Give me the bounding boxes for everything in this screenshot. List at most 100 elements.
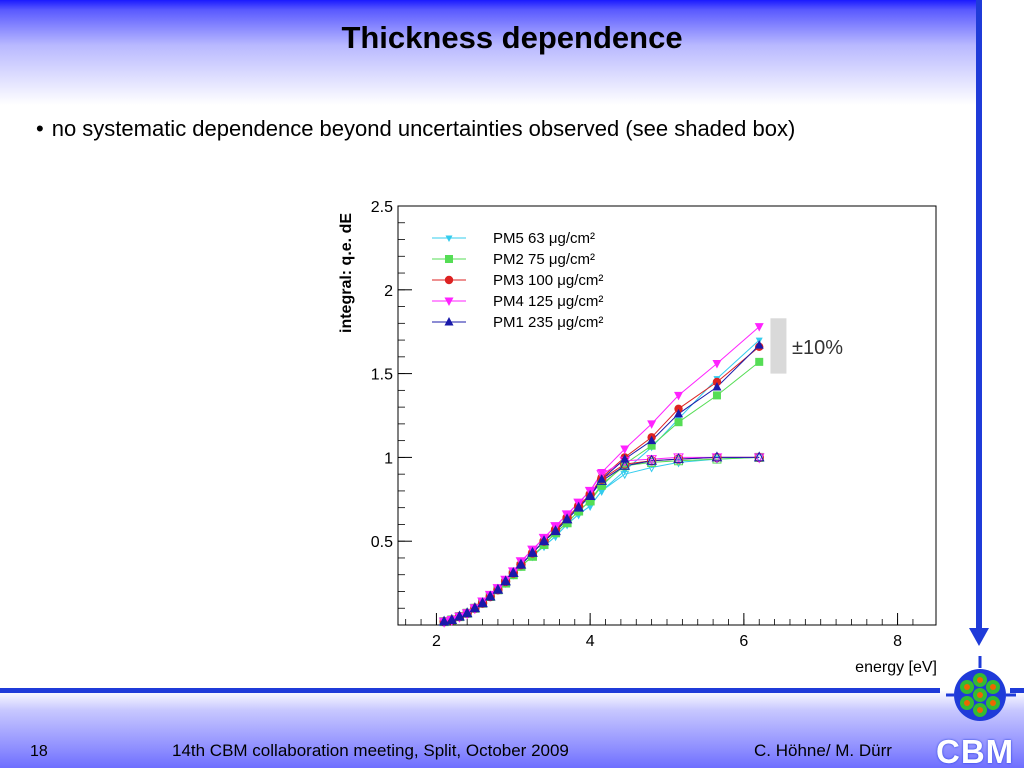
y-tick-label: 1 [384, 450, 393, 467]
legend-entry: PM2 75 μg/cm² [493, 251, 595, 268]
data-point [711, 453, 723, 464]
data-point [619, 459, 631, 470]
axis-ticks: 2 4 6 8 0.5 1 1.5 2 2.5 [371, 199, 914, 650]
y-tick-label: 0.5 [371, 534, 393, 551]
data-point [528, 547, 537, 557]
data-point [712, 382, 722, 391]
data-point [598, 488, 606, 495]
chart-container: 2 4 6 8 0.5 1 1.5 2 2.5 PM5 63 μg/cm² PM2 75 μg/c… [296, 193, 956, 678]
data-point [712, 391, 721, 400]
series-markers [438, 323, 765, 628]
data-point [477, 597, 488, 608]
footer-authors: C. Höhne/ M. Dürr [754, 741, 892, 760]
data-point [515, 557, 527, 568]
data-point [500, 575, 511, 586]
data-point [444, 275, 454, 285]
data-point [444, 297, 454, 306]
data-point [674, 408, 684, 418]
y-tick-label: 2.5 [371, 199, 393, 216]
data-point [527, 546, 538, 557]
data-point [439, 616, 449, 626]
data-point [484, 590, 496, 601]
slide-title: Thickness dependence [341, 20, 683, 55]
uncertainty-annotation: ±10% [792, 337, 843, 359]
data-point [461, 607, 473, 618]
data-point [596, 470, 608, 481]
data-point [584, 489, 596, 500]
data-point [753, 451, 765, 462]
y-tick-label: 1.5 [371, 367, 393, 384]
data-point [478, 598, 488, 607]
data-point [561, 513, 573, 524]
header-gradient-band [0, 0, 980, 110]
data-point [501, 576, 511, 585]
data-point [573, 498, 584, 509]
y-axis-label: integral: q.e. dE [338, 213, 355, 333]
plot-frame [397, 205, 937, 626]
data-point [647, 435, 657, 445]
page-number: 18 [30, 743, 48, 760]
data-point [596, 474, 608, 485]
data-point [492, 583, 504, 594]
legend-entry: PM4 125 μg/cm² [493, 293, 603, 310]
right-decorative-rail [976, 0, 982, 630]
data-point [485, 591, 495, 601]
data-point [711, 451, 723, 462]
data-point [444, 317, 454, 326]
data-point [574, 502, 584, 512]
x-tick-label: 2 [432, 633, 441, 650]
data-point [754, 323, 764, 332]
data-point [446, 613, 458, 624]
data-point [515, 558, 527, 569]
data-point [539, 536, 549, 545]
data-point [551, 526, 561, 535]
data-point [753, 453, 765, 464]
data-point [674, 404, 683, 413]
legend-entry: PM1 235 μg/cm² [493, 314, 603, 331]
data-point [562, 514, 572, 523]
x-axis-label: energy [eV] [855, 659, 937, 676]
footer-meeting-info: 14th CBM collaboration meeting, Split, O… [172, 741, 569, 760]
data-point [584, 486, 596, 497]
data-point [755, 357, 764, 366]
x-tick-label: 4 [586, 633, 595, 650]
chart-svg: 2 4 6 8 0.5 1 1.5 2 2.5 PM5 63 μg/cm² PM2 75 μg/c… [338, 199, 937, 676]
footer-gradient-band [0, 690, 1024, 768]
data-point [620, 460, 629, 469]
data-point [620, 445, 630, 455]
data-point [445, 235, 453, 242]
data-point [620, 471, 630, 480]
data-point [462, 608, 472, 617]
bullet-text: no systematic dependence beyond uncertai… [51, 116, 796, 141]
data-point [538, 533, 550, 544]
data-point [585, 490, 595, 500]
data-point [586, 496, 595, 505]
legend-entry: PM3 100 μg/cm² [493, 272, 603, 289]
data-point [647, 441, 656, 450]
cbm-logo [936, 650, 1024, 768]
data-point [538, 535, 550, 546]
data-point [647, 420, 657, 429]
data-point [447, 614, 457, 624]
shaded-box [770, 318, 787, 374]
bullet-dot-icon: • [36, 116, 44, 141]
legend-entry: PM5 63 μg/cm² [493, 230, 595, 247]
x-tick-label: 6 [739, 633, 748, 650]
rail-arrow-icon [969, 628, 989, 646]
data-point [561, 510, 573, 521]
data-point [674, 391, 684, 401]
data-point [438, 615, 450, 626]
data-point [674, 418, 683, 427]
data-point [550, 525, 561, 536]
data-point [507, 566, 519, 578]
bullet-item: • no systematic dependence beyond uncerta… [36, 116, 795, 142]
legend: PM5 63 μg/cm² PM2 75 μg/cm² PM3 100 μg/cm²… [432, 230, 603, 331]
uncertainty-shaded-box [770, 318, 787, 374]
data-point [454, 610, 465, 621]
data-point [712, 360, 722, 369]
data-point [673, 453, 684, 464]
footer-divider-line-right [1010, 688, 1024, 693]
data-point [454, 611, 464, 621]
data-point [469, 602, 481, 613]
data-point [470, 603, 480, 612]
